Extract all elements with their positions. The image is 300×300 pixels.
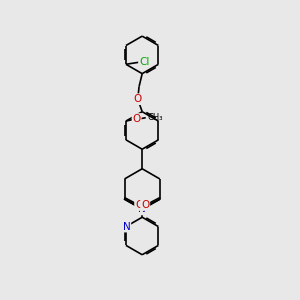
Text: O: O [133,114,141,124]
Text: O: O [134,94,142,104]
Text: Cl: Cl [139,57,149,67]
Text: CH₃: CH₃ [148,113,163,122]
Text: O: O [135,200,143,210]
Text: N: N [123,222,130,232]
Text: N: N [138,204,146,214]
Text: O: O [141,200,149,210]
